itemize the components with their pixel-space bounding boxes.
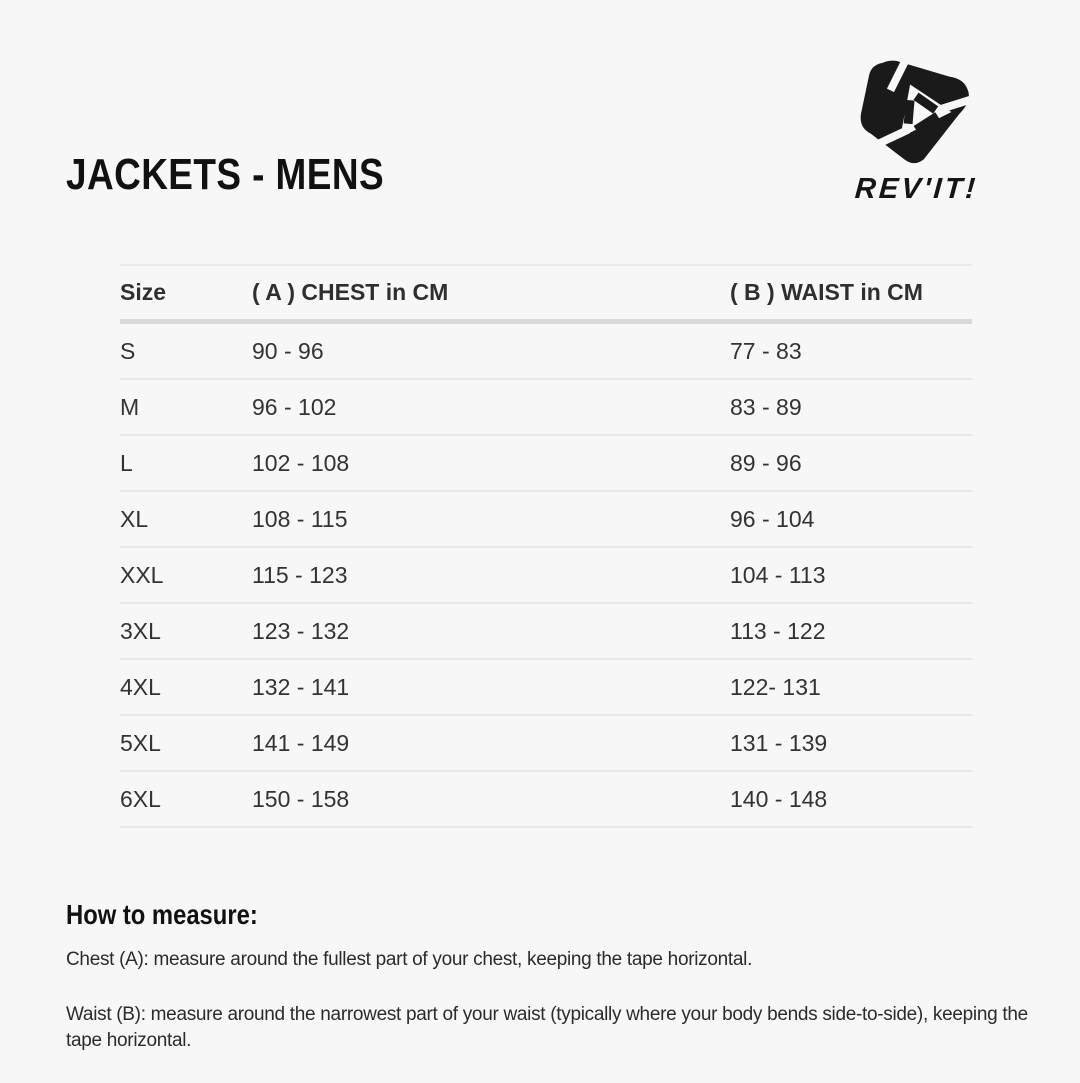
waist-cell: 104 - 113 [730, 561, 826, 588]
size-cell: S [120, 337, 136, 364]
page-title: JACKETS - MENS [66, 150, 385, 199]
table-row: 5XL 141 - 149 131 - 139 [120, 716, 972, 772]
waist-cell: 89 - 96 [730, 449, 802, 476]
waist-cell: 140 - 148 [730, 785, 828, 812]
column-header-waist: ( B ) WAIST in CM [730, 279, 923, 305]
table-row: L 102 - 108 89 - 96 [120, 436, 972, 492]
chest-cell: 141 - 149 [252, 729, 350, 756]
brand-logo: REV'IT! [838, 53, 994, 206]
size-cell: 5XL [120, 729, 161, 756]
brand-wordmark: REV'IT! [853, 173, 979, 205]
waist-instruction: Waist (B): measure around the narrowest … [66, 1003, 1028, 1052]
size-cell: M [120, 393, 140, 420]
size-cell: L [120, 449, 133, 476]
size-cell: 3XL [120, 617, 161, 644]
size-chart-body: S 90 - 96 77 - 83 M 96 - 102 83 - 89 L 1… [120, 324, 972, 828]
size-cell: 4XL [120, 673, 161, 700]
table-row: 4XL 132 - 141 122- 131 [120, 660, 972, 716]
how-to-measure-heading: How to measure: [66, 899, 258, 930]
table-row: XXL 115 - 123 104 - 113 [120, 548, 972, 604]
size-chart-header: Size ( A ) CHEST in CM ( B ) WAIST in CM [120, 264, 972, 324]
how-to-measure-section: How to measure: Chest (A): measure aroun… [66, 899, 1056, 1083]
waist-cell: 113 - 122 [730, 617, 826, 644]
chest-cell: 90 - 96 [252, 337, 324, 364]
table-row: XL 108 - 115 96 - 104 [120, 492, 972, 548]
chest-cell: 108 - 115 [252, 505, 348, 532]
size-chart-table: Size ( A ) CHEST in CM ( B ) WAIST in CM… [120, 264, 972, 828]
table-row: 3XL 123 - 132 113 - 122 [120, 604, 972, 660]
table-row: S 90 - 96 77 - 83 [120, 324, 972, 380]
chest-cell: 132 - 141 [252, 673, 350, 700]
chest-cell: 123 - 132 [252, 617, 350, 644]
size-cell: XL [120, 505, 149, 532]
column-header-size: Size [120, 279, 167, 305]
table-row: 6XL 150 - 158 140 - 148 [120, 772, 972, 828]
chest-cell: 96 - 102 [252, 393, 337, 420]
waist-cell: 77 - 83 [730, 337, 802, 364]
waist-cell: 131 - 139 [730, 729, 828, 756]
waist-cell: 122- 131 [730, 673, 821, 700]
size-cell: 6XL [120, 785, 161, 812]
column-header-chest: ( A ) CHEST in CM [252, 279, 449, 305]
size-cell: XXL [120, 561, 164, 588]
revit-shield-icon [860, 53, 975, 164]
chest-cell: 115 - 123 [252, 561, 348, 588]
waist-cell: 96 - 104 [730, 505, 815, 532]
table-row: M 96 - 102 83 - 89 [120, 380, 972, 436]
chest-instruction: Chest (A): measure around the fullest pa… [66, 949, 753, 970]
waist-cell: 83 - 89 [730, 393, 802, 420]
chest-cell: 150 - 158 [252, 785, 350, 812]
chest-cell: 102 - 108 [252, 449, 350, 476]
